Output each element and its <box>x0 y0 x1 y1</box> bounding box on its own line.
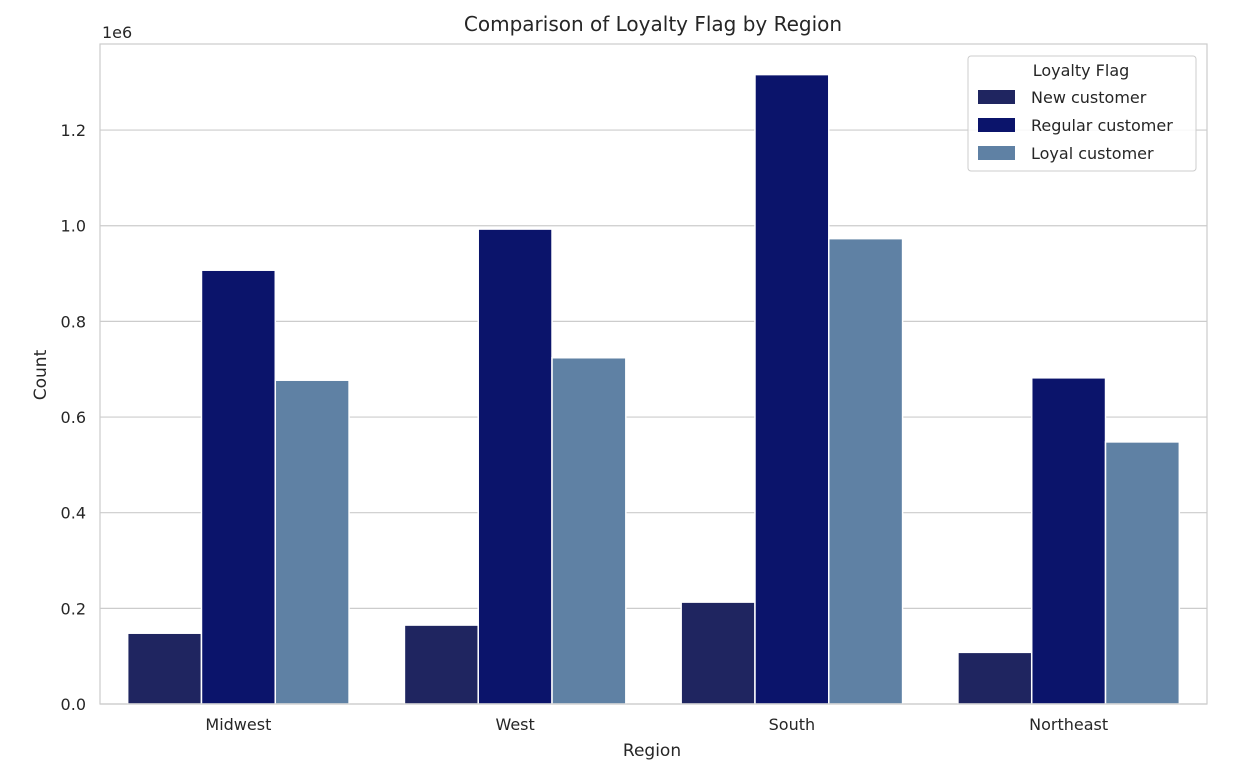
bar-south-new-customer <box>680 601 756 705</box>
legend-swatch <box>978 90 1015 104</box>
bar-northeast-loyal-customer <box>1104 441 1181 705</box>
bar-midwest-loyal-customer <box>274 379 350 705</box>
bar-northeast-regular-customer <box>1030 377 1107 705</box>
bar-midwest-regular-customer <box>200 269 277 705</box>
y-tick-label: 0.6 <box>61 408 86 427</box>
bar-west-loyal-customer <box>551 356 627 705</box>
x-tick-label: Northeast <box>1029 715 1108 734</box>
x-tick-label: West <box>495 715 534 734</box>
y-tick-label: 1.2 <box>61 121 86 140</box>
y-scale-label: 1e6 <box>102 23 132 42</box>
x-axis-label: Region <box>623 741 681 761</box>
bar-west-regular-customer <box>477 228 553 705</box>
x-tick-labels: Midwest West South Northeast <box>205 715 1108 734</box>
y-tick-label: 1.0 <box>61 217 86 236</box>
x-tick-label: South <box>769 715 816 734</box>
legend-swatch <box>978 118 1015 132</box>
y-axis-label: Count <box>31 349 51 400</box>
plot-frame <box>99 43 1208 705</box>
legend-swatch <box>978 146 1015 160</box>
y-tick-label: 0.4 <box>61 504 86 523</box>
bar-midwest-new-customer <box>126 632 203 705</box>
legend: Loyalty Flag New customer Regular custome… <box>967 55 1197 172</box>
bar-south-regular-customer <box>754 73 830 705</box>
legend-label: Loyal customer <box>1031 144 1154 163</box>
legend-label: Regular customer <box>1031 116 1173 135</box>
x-tick-label: Midwest <box>205 715 271 734</box>
chart-title: Comparison of Loyalty Flag by Region <box>464 12 842 36</box>
legend-title: Loyalty Flag <box>1033 61 1130 80</box>
legend-label: New customer <box>1031 88 1147 107</box>
y-tick-label: 0.0 <box>61 695 86 714</box>
legend-box <box>967 55 1197 172</box>
legend-items: New customer Regular customer Loyal custom… <box>978 88 1173 163</box>
bar-northeast-new-customer <box>957 651 1033 705</box>
y-tick-labels: 0.0 0.2 0.4 0.6 0.8 1.0 1.2 <box>61 121 86 714</box>
y-tick-label: 0.8 <box>61 312 86 331</box>
bar-south-loyal-customer <box>828 237 904 705</box>
y-tick-label: 0.2 <box>61 599 86 618</box>
bars <box>126 73 1181 705</box>
bar-west-new-customer <box>403 624 479 705</box>
